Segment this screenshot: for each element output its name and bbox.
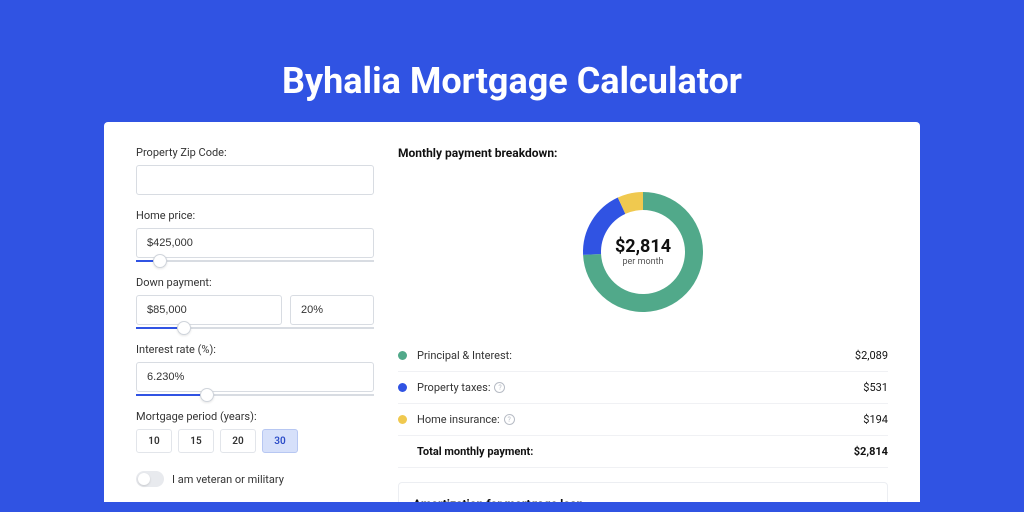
- interest-group: Interest rate (%):: [136, 343, 374, 396]
- interest-label: Interest rate (%):: [136, 343, 374, 356]
- veteran-toggle-knob: [138, 473, 150, 485]
- dot-ins: [398, 415, 407, 424]
- home-price-group: Home price:: [136, 209, 374, 262]
- donut-center-sub: per month: [622, 257, 663, 267]
- donut-chart: $2,814 per month: [573, 182, 713, 322]
- veteran-toggle[interactable]: [136, 471, 164, 487]
- period-btn-30[interactable]: 30: [262, 429, 298, 453]
- breakdown-row-pi: Principal & Interest: $2,089: [398, 340, 888, 372]
- donut-center-amount: $2,814: [615, 236, 671, 257]
- amortization-title: Amortization for mortgage loan: [413, 497, 873, 502]
- label-ins: Home insurance: ?: [417, 413, 863, 426]
- period-btn-10[interactable]: 10: [136, 429, 172, 453]
- down-payment-slider-thumb[interactable]: [177, 321, 191, 335]
- breakdown-column: Monthly payment breakdown: $2,814 per mo…: [398, 146, 888, 478]
- label-tax: Property taxes: ?: [417, 381, 863, 394]
- zip-input[interactable]: [136, 165, 374, 195]
- label-tax-text: Property taxes:: [417, 381, 490, 394]
- zip-label: Property Zip Code:: [136, 146, 374, 159]
- breakdown-title: Monthly payment breakdown:: [398, 146, 888, 160]
- interest-slider-thumb[interactable]: [200, 388, 214, 402]
- veteran-label: I am veteran or military: [172, 473, 284, 486]
- down-payment-label: Down payment:: [136, 276, 374, 289]
- home-price-slider[interactable]: [136, 260, 374, 262]
- veteran-row: I am veteran or military: [136, 471, 374, 487]
- home-price-label: Home price:: [136, 209, 374, 222]
- value-ins: $194: [863, 413, 888, 426]
- value-pi: $2,089: [855, 349, 888, 362]
- form-column: Property Zip Code: Home price: Down paym…: [136, 146, 374, 478]
- down-payment-amount-input[interactable]: [136, 295, 282, 325]
- dot-pi: [398, 351, 407, 360]
- period-btn-15[interactable]: 15: [178, 429, 214, 453]
- page-title: Byhalia Mortgage Calculator: [0, 0, 1024, 122]
- zip-group: Property Zip Code:: [136, 146, 374, 195]
- info-icon[interactable]: ?: [494, 382, 505, 393]
- value-tax: $531: [863, 381, 888, 394]
- calculator-panel: Property Zip Code: Home price: Down paym…: [104, 122, 920, 502]
- period-btn-20[interactable]: 20: [220, 429, 256, 453]
- period-buttons: 10 15 20 30: [136, 429, 374, 453]
- label-total: Total monthly payment:: [417, 445, 854, 458]
- label-pi: Principal & Interest:: [417, 349, 855, 362]
- value-total: $2,814: [854, 445, 888, 458]
- label-ins-text: Home insurance:: [417, 413, 500, 426]
- breakdown-row-tax: Property taxes: ? $531: [398, 372, 888, 404]
- down-payment-pct-input[interactable]: [290, 295, 374, 325]
- donut-chart-wrap: $2,814 per month: [398, 174, 888, 340]
- breakdown-row-ins: Home insurance: ? $194: [398, 404, 888, 436]
- home-price-input[interactable]: [136, 228, 374, 258]
- info-icon[interactable]: ?: [504, 414, 515, 425]
- interest-slider[interactable]: [136, 394, 374, 396]
- breakdown-row-total: Total monthly payment: $2,814: [398, 436, 888, 468]
- home-price-slider-thumb[interactable]: [153, 254, 167, 268]
- interest-input[interactable]: [136, 362, 374, 392]
- period-group: Mortgage period (years): 10 15 20 30: [136, 410, 374, 453]
- down-payment-group: Down payment:: [136, 276, 374, 329]
- period-label: Mortgage period (years):: [136, 410, 374, 423]
- down-payment-slider[interactable]: [136, 327, 374, 329]
- amortization-card: Amortization for mortgage loan Amortizat…: [398, 482, 888, 502]
- dot-tax: [398, 383, 407, 392]
